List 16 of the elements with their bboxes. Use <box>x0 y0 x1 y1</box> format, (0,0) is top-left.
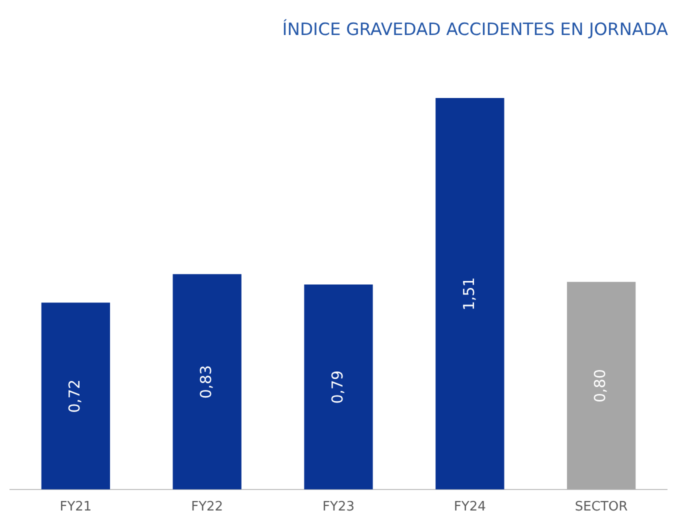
bar <box>304 284 373 490</box>
x-tick-label: SECTOR <box>574 500 628 515</box>
data-label: 0,72 <box>66 379 84 413</box>
bar <box>436 98 504 490</box>
data-label: 1,51 <box>460 277 478 311</box>
data-label: 0,83 <box>196 365 215 399</box>
data-label: 0,79 <box>328 370 346 404</box>
bar <box>172 274 242 490</box>
chart-title: ÍNDICE GRAVEDAD ACCIDENTES EN JORNADA <box>282 20 668 40</box>
data-label: 0,80 <box>591 369 610 403</box>
x-tick-label: FY24 <box>454 500 486 515</box>
x-tick-label: FY23 <box>322 500 354 515</box>
bar <box>41 302 110 490</box>
x-tick-label: FY21 <box>60 500 92 515</box>
x-tick-label: FY22 <box>191 500 224 515</box>
bar <box>566 282 636 490</box>
